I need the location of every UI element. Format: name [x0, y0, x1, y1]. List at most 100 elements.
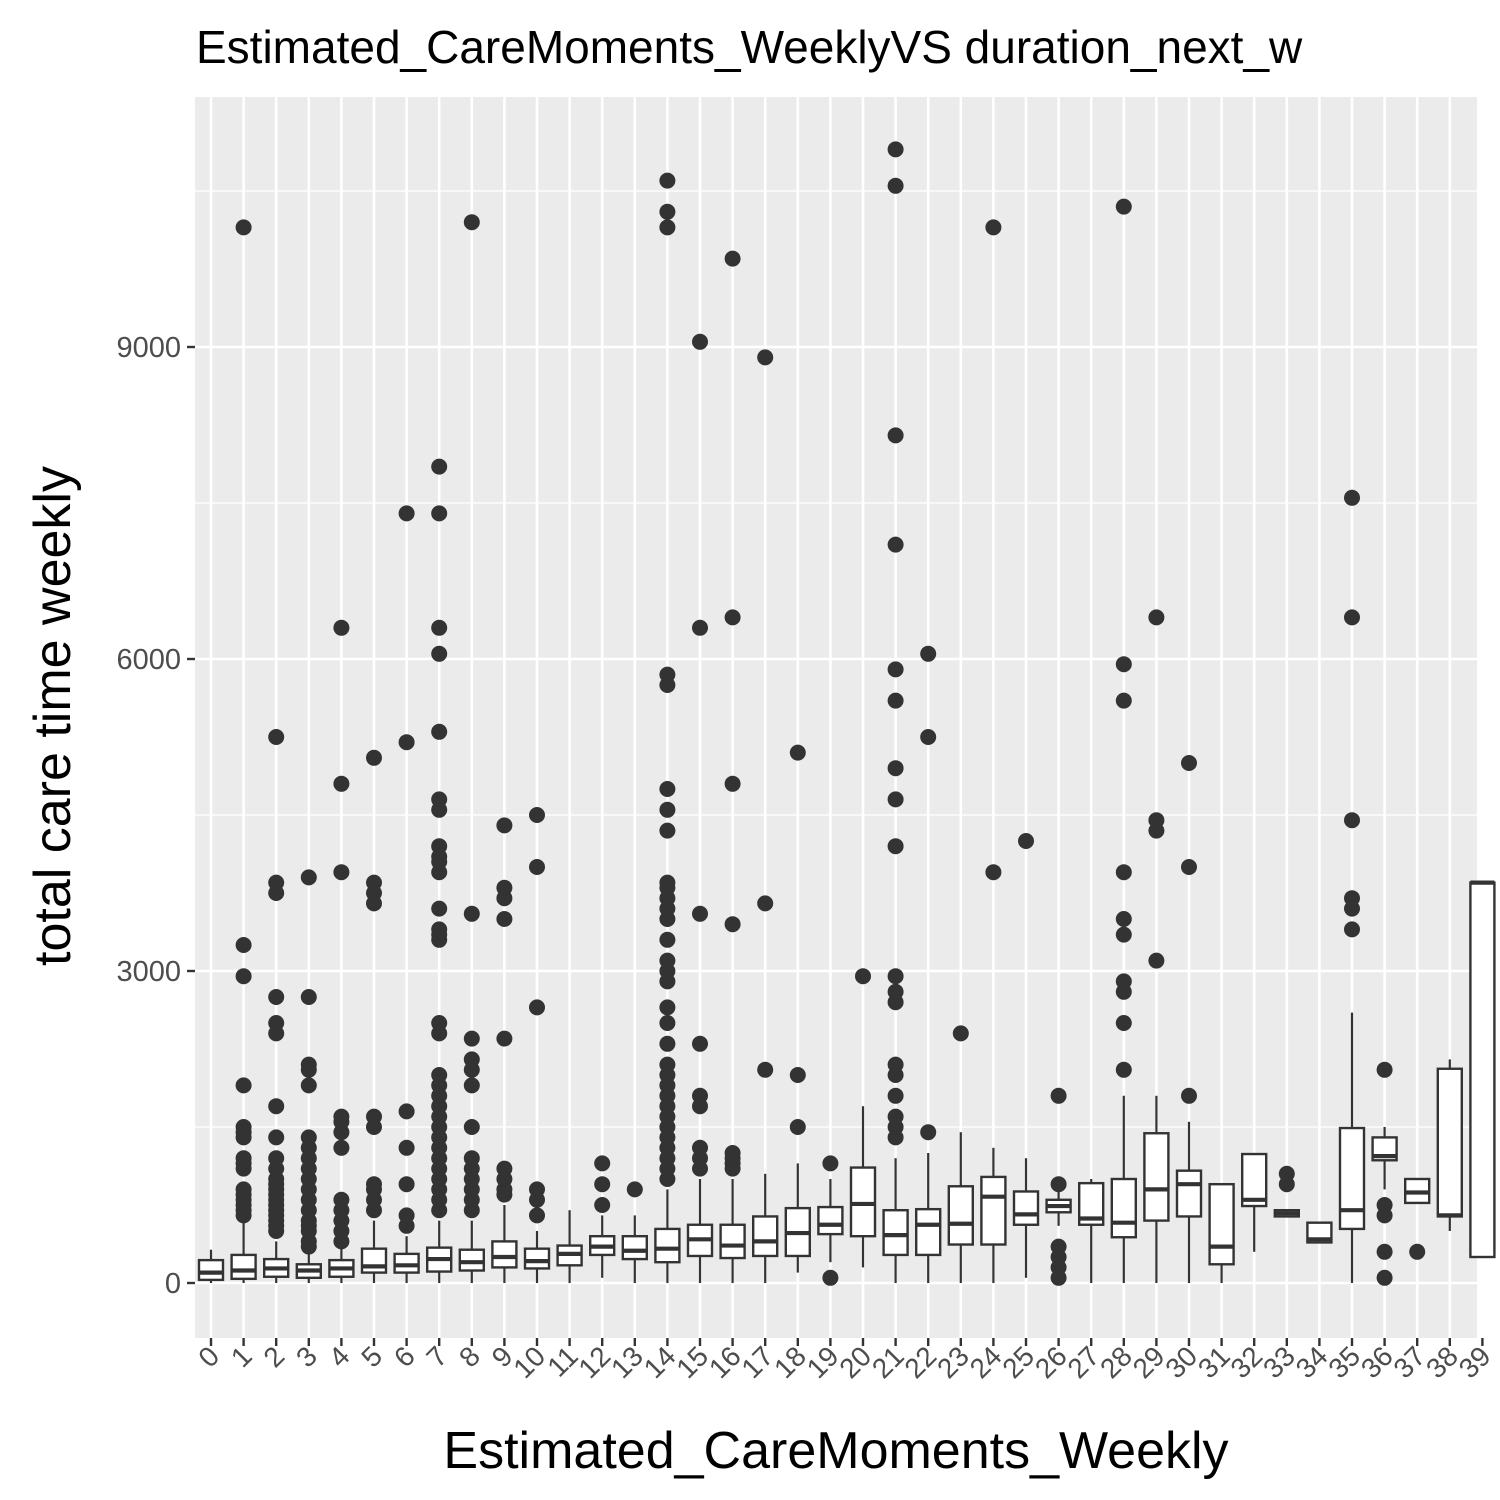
x-tick-label: 5: [355, 1340, 388, 1373]
outlier-point: [1115, 656, 1132, 673]
chart-title: Estimated_CareMoments_WeeklyVS duration_…: [196, 21, 1303, 73]
outlier-point: [1115, 1061, 1132, 1078]
outlier-point: [1376, 1243, 1393, 1260]
outlier-point: [659, 203, 676, 220]
box-23: [947, 1025, 974, 1283]
outlier-point: [496, 1160, 513, 1177]
outlier-point: [887, 968, 904, 985]
box-37: [1403, 1177, 1431, 1260]
outlier-point: [398, 1139, 415, 1156]
outlier-point: [366, 874, 382, 891]
outlier-point: [1115, 911, 1132, 927]
outlier-point: [594, 1197, 611, 1213]
boxes: [197, 141, 1496, 1286]
outlier-point: [887, 760, 904, 777]
box-iqr: [1436, 1067, 1464, 1218]
box-16: [719, 250, 746, 1283]
outlier-point: [1115, 864, 1132, 881]
outlier-point: [594, 1155, 611, 1172]
outlier-point: [1376, 1269, 1393, 1286]
outlier-point: [724, 775, 741, 792]
outlier-point: [920, 729, 937, 745]
outlier-point: [300, 1077, 317, 1094]
x-axis-title: Estimated_CareMoments_Weekly: [443, 1422, 1228, 1480]
y-tick-label: 6000: [116, 644, 181, 676]
outlier-point: [496, 879, 513, 896]
outlier-point: [300, 869, 317, 886]
box-21: [882, 141, 909, 1283]
outlier-point: [855, 968, 871, 985]
outlier-point: [724, 1145, 741, 1161]
outlier-point: [1344, 489, 1360, 506]
box-6: [393, 505, 420, 1283]
outlier-point: [529, 807, 545, 823]
outlier-point: [887, 661, 904, 678]
outlier-point: [333, 864, 350, 881]
box-32: [1240, 1152, 1268, 1252]
box-iqr: [719, 1223, 746, 1260]
y-axis-title: total care time weekly: [24, 466, 82, 966]
outlier-point: [1148, 609, 1165, 626]
outlier-point: [366, 1108, 382, 1125]
box-30: [1175, 755, 1203, 1283]
outlier-point: [1115, 926, 1132, 943]
outlier-point: [1148, 812, 1165, 829]
outlier-point: [1181, 755, 1197, 771]
box-17: [752, 349, 779, 1283]
x-tick-label: 4: [323, 1340, 356, 1373]
outlier-point: [659, 219, 676, 236]
outlier-point: [398, 1176, 415, 1193]
outlier-point: [757, 895, 774, 912]
outlier-point: [659, 999, 676, 1016]
box-iqr: [752, 1215, 779, 1258]
outlier-point: [1344, 812, 1360, 829]
outlier-point: [659, 666, 676, 683]
outlier-point: [1181, 859, 1197, 875]
outlier-point: [887, 983, 904, 1000]
outlier-point: [692, 619, 708, 636]
box-iqr: [882, 1208, 909, 1257]
box-iqr: [980, 1175, 1007, 1246]
box-12: [589, 1155, 616, 1278]
outlier-point: [431, 458, 448, 475]
box-0: [197, 1249, 225, 1283]
x-tick-label: 39: [1453, 1340, 1497, 1384]
outlier-point: [366, 749, 382, 766]
outlier-point: [692, 1087, 708, 1104]
outlier-point: [300, 1056, 317, 1073]
box-28: [1110, 198, 1138, 1283]
box-iqr: [654, 1227, 681, 1264]
outlier-point: [235, 1181, 252, 1198]
box-iqr: [1338, 1126, 1366, 1231]
outlier-point: [692, 333, 708, 350]
box-iqr: [1208, 1182, 1235, 1266]
box-36: [1371, 1061, 1398, 1286]
outlier-point: [659, 1035, 676, 1052]
outlier-point: [235, 1150, 252, 1167]
outlier-point: [463, 1150, 480, 1167]
outlier-point: [1050, 1176, 1067, 1193]
outlier-point: [333, 619, 350, 636]
outlier-point: [887, 1108, 904, 1125]
outlier-point: [268, 1150, 285, 1167]
outlier-point: [235, 219, 252, 236]
outlier-point: [235, 937, 252, 953]
outlier-point: [1344, 609, 1360, 626]
x-axis: 0 1 2 3 4 5 6 7 8 9101112131415161718192021222324…: [192, 1338, 1497, 1384]
box-11: [556, 1210, 583, 1283]
outlier-point: [529, 1181, 545, 1198]
outlier-point: [724, 609, 741, 626]
outlier-point: [920, 645, 937, 662]
outlier-point: [431, 791, 448, 808]
outlier-point: [300, 989, 317, 1005]
outlier-point: [887, 177, 904, 194]
outlier-point: [789, 1067, 806, 1083]
x-tick-label: 2: [258, 1340, 291, 1373]
outlier-point: [431, 900, 448, 917]
outlier-point: [1050, 1087, 1067, 1104]
outlier-point: [431, 921, 448, 938]
box-5: [360, 749, 388, 1283]
box-34: [1306, 1221, 1333, 1244]
box-33: [1273, 1165, 1301, 1218]
